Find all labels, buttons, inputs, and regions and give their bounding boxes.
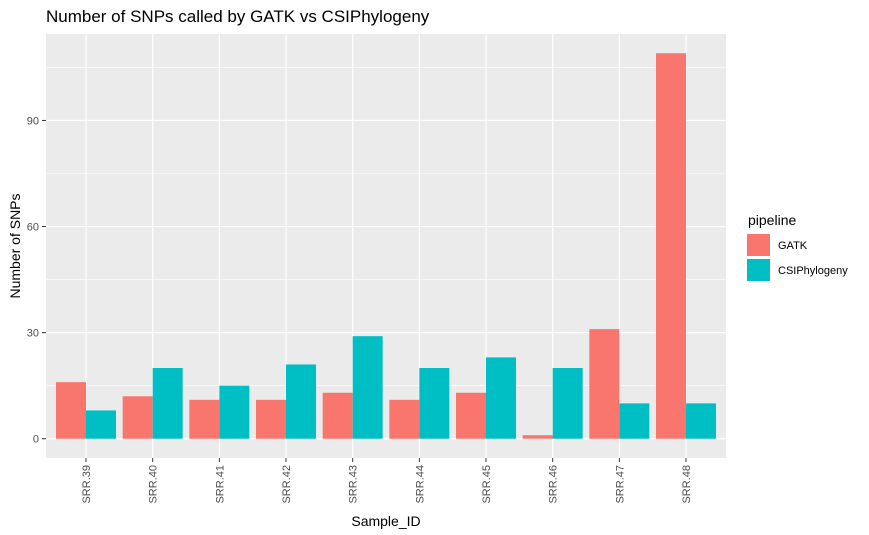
y-tick-label: 60 <box>27 222 39 234</box>
x-tick-label: SRR.39 <box>81 465 93 504</box>
y-tick-label: 0 <box>33 434 39 446</box>
x-tick-label: SRR.46 <box>548 465 560 504</box>
legend-swatch-gatk <box>747 234 770 256</box>
plot-panel <box>46 34 726 458</box>
legend-label-csiphylogeny: CSIPhylogeny <box>778 265 848 277</box>
x-tick-label: SRR.42 <box>281 465 293 504</box>
bar-csiphylogeny-srr-46 <box>552 368 583 439</box>
x-tick-label: SRR.40 <box>148 465 160 504</box>
bar-gatk-srr-46 <box>522 435 553 439</box>
bars <box>56 53 716 439</box>
bar-csiphylogeny-srr-41 <box>219 385 250 439</box>
x-tick-label: SRR.48 <box>681 465 693 504</box>
bar-gatk-srr-40 <box>122 396 153 439</box>
y-tick-label: 90 <box>27 115 39 127</box>
bar-gatk-srr-48 <box>656 53 686 439</box>
x-tick-label: SRR.44 <box>414 465 426 504</box>
bar-csiphylogeny-srr-43 <box>352 336 383 439</box>
bar-csiphylogeny-srr-47 <box>619 403 650 439</box>
bar-csiphylogeny-srr-40 <box>152 368 183 439</box>
bar-csiphylogeny-srr-45 <box>486 357 516 439</box>
bar-csiphylogeny-srr-48 <box>686 403 716 439</box>
bar-gatk-srr-41 <box>189 399 220 439</box>
legend: pipeline GATK CSIPhylogeny <box>747 212 848 281</box>
bar-gatk-srr-45 <box>456 392 486 439</box>
bar-gatk-srr-39 <box>56 382 86 439</box>
x-tick-label: SRR.47 <box>614 465 626 504</box>
bar-csiphylogeny-srr-42 <box>286 364 316 439</box>
y-axis-title: Number of SNPs <box>7 193 23 298</box>
legend-label-gatk: GATK <box>778 240 808 252</box>
bar-gatk-srr-44 <box>389 399 420 439</box>
bar-gatk-srr-42 <box>256 399 286 439</box>
x-tick-label: SRR.45 <box>481 465 493 504</box>
bar-gatk-srr-43 <box>322 392 353 439</box>
bar-csiphylogeny-srr-44 <box>419 368 450 439</box>
legend-swatch-csiphylogeny <box>747 259 770 281</box>
x-tick-label: SRR.41 <box>214 465 226 504</box>
bar-csiphylogeny-srr-39 <box>86 410 116 439</box>
x-tick-label: SRR.43 <box>348 465 360 504</box>
x-axis-title: Sample_ID <box>351 513 420 529</box>
x-axis: SRR.39 SRR.40 SRR.41 SRR.42 SRR.43 SRR.44 SRR.… <box>81 458 693 504</box>
chart-title: Number of SNPs called by GATK vs CSIPhyl… <box>46 7 430 26</box>
y-tick-label: 30 <box>27 328 39 340</box>
bar-gatk-srr-47 <box>589 329 620 439</box>
y-axis: 0 30 60 90 <box>27 115 46 446</box>
legend-title: pipeline <box>748 212 796 228</box>
